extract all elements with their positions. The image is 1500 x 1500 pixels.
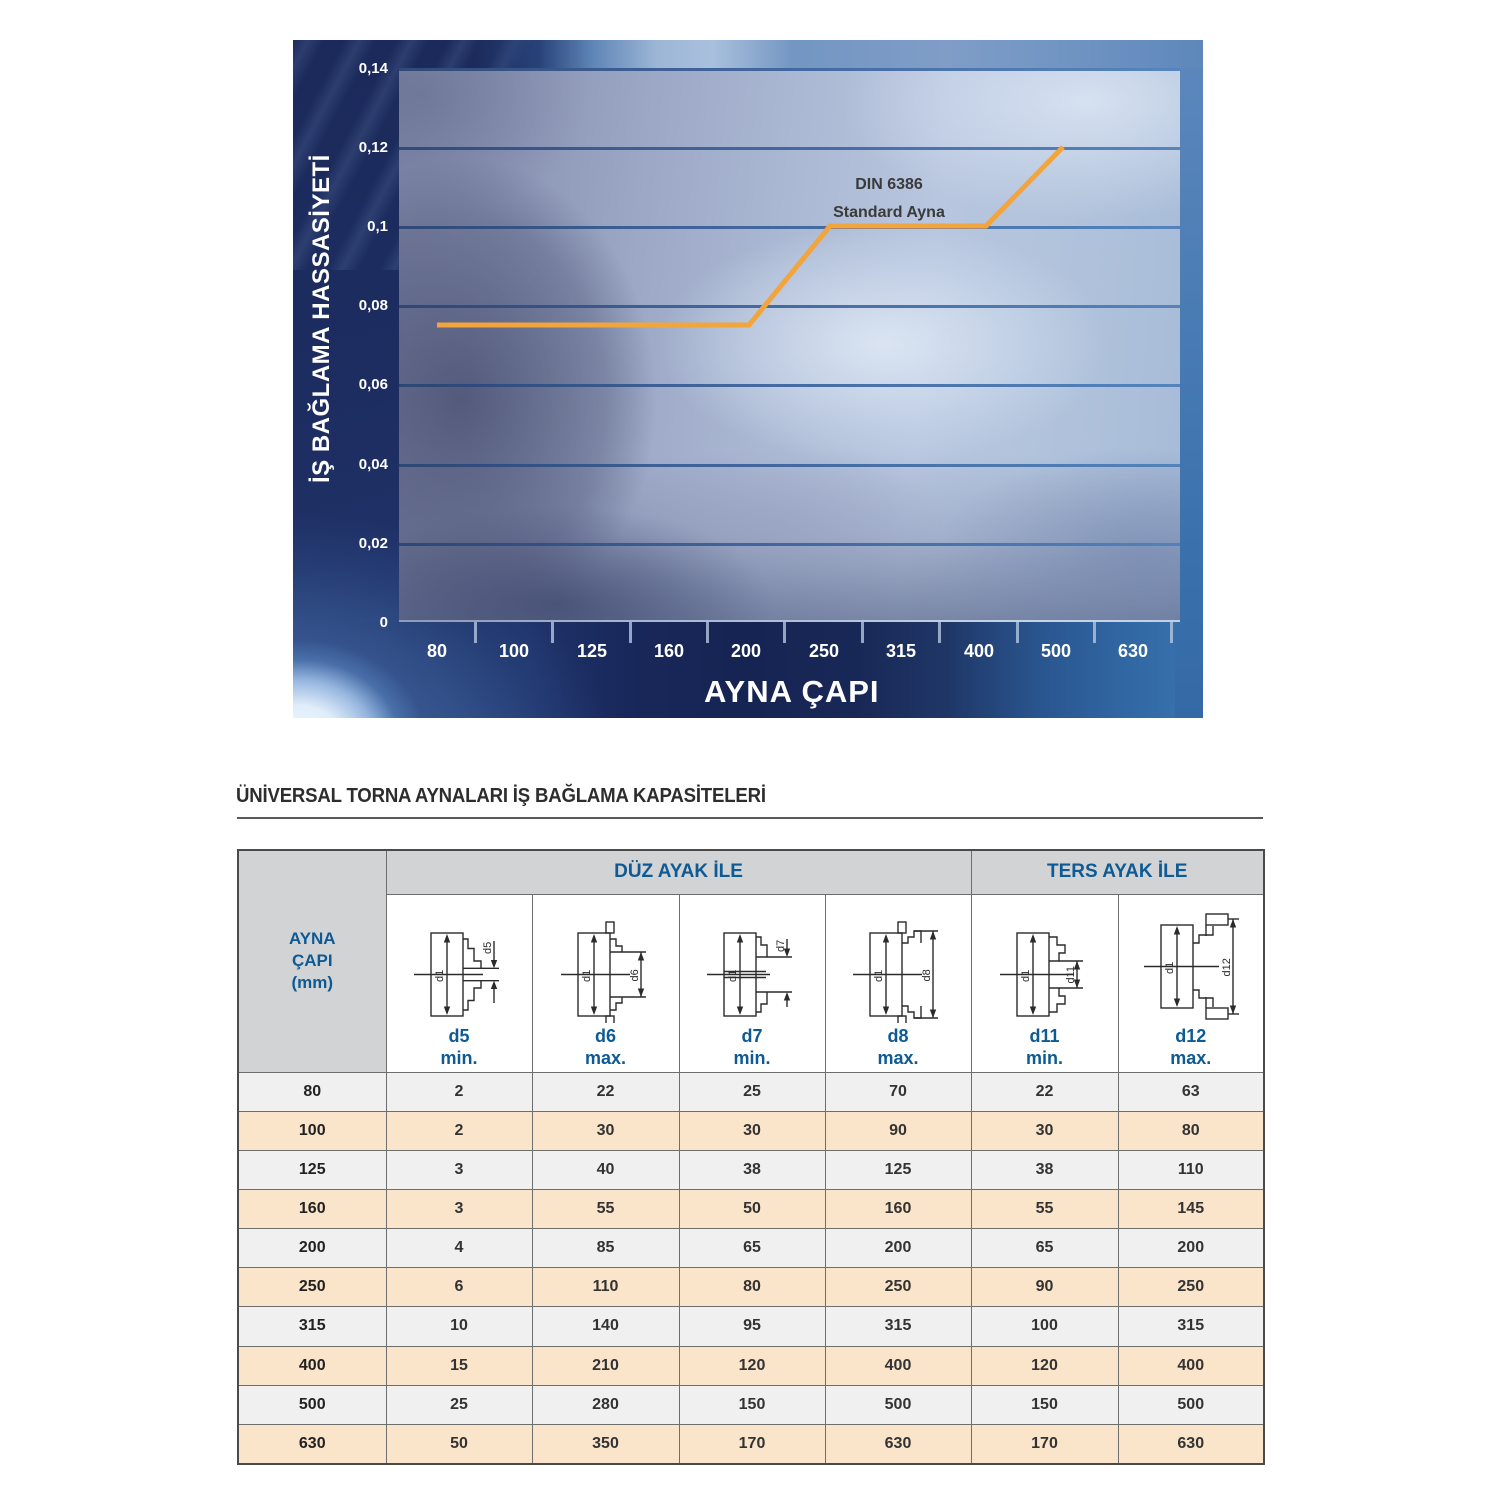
svg-text:d1: d1 [1020,969,1032,981]
svg-text:d1: d1 [434,969,446,981]
svg-text:d1: d1 [873,969,885,981]
svg-text:d12: d12 [1221,958,1233,976]
svg-text:d1: d1 [727,969,739,981]
svg-text:d6: d6 [629,969,641,981]
svg-text:d8: d8 [921,969,933,981]
svg-text:d7: d7 [775,939,787,951]
svg-text:d1: d1 [1164,961,1176,973]
svg-text:d11: d11 [1065,965,1077,983]
svg-text:d5: d5 [482,941,494,953]
svg-text:d1: d1 [581,969,593,981]
